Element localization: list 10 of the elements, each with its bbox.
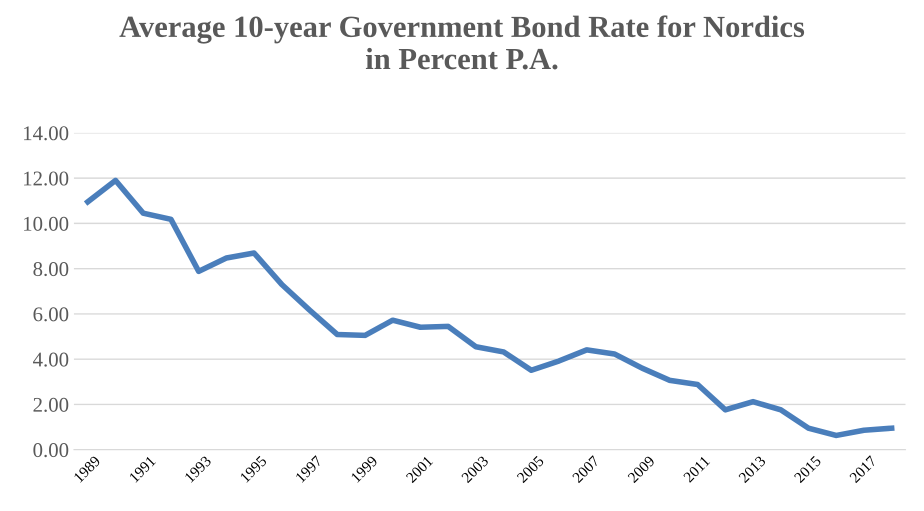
chart-title: Average 10-year Government Bond Rate for Nordics in Percent P.A. <box>119 15 804 70</box>
x-tick-label: 1991 <box>128 456 156 483</box>
y-tick-label: 8.00 <box>33 262 68 276</box>
y-tick-label: 0.00 <box>33 443 68 458</box>
y-tick-label: 2.00 <box>34 398 68 412</box>
y-tick-label: 6.00 <box>33 307 68 322</box>
y-tick-label: 12.00 <box>24 171 68 186</box>
y-tick-label: 10.00 <box>24 216 68 231</box>
y-tick-label: 4.00 <box>33 352 68 367</box>
y-tick-label: 14.00 <box>24 126 68 140</box>
